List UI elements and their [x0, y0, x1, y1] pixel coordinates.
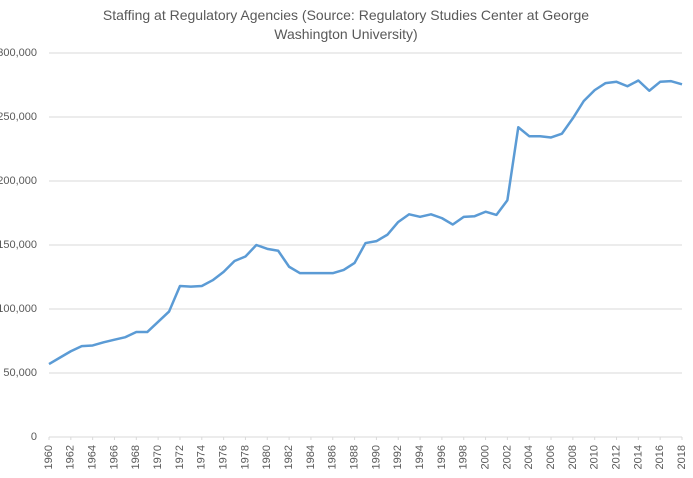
- y-tick-label: 100,000: [0, 303, 37, 315]
- x-tick-label: 2012: [610, 445, 622, 469]
- x-tick-label: 2018: [676, 445, 688, 469]
- x-tick-label: 2004: [523, 445, 535, 469]
- x-tick-label: 1962: [65, 445, 77, 469]
- y-tick-label: 150,000: [0, 239, 37, 251]
- x-tick-label: 1966: [108, 445, 120, 469]
- x-tick-label: 1978: [239, 445, 251, 469]
- y-tick-label: 50,000: [3, 367, 37, 379]
- x-tick-label: 1980: [261, 445, 273, 469]
- y-tick-label: 300,000: [0, 47, 37, 59]
- x-tick-label: 1984: [305, 445, 317, 469]
- x-tick-label: 1990: [370, 445, 382, 469]
- x-tick-label: 2016: [654, 445, 666, 469]
- x-tick-label: 1960: [43, 445, 55, 469]
- x-tick-label: 1988: [348, 445, 360, 469]
- x-tick-label: 2002: [501, 445, 513, 469]
- y-tick-label: 0: [31, 431, 37, 443]
- x-tick-label: 2010: [589, 445, 601, 469]
- x-tick-label: 2000: [479, 445, 491, 469]
- x-tick-label: 1968: [130, 445, 142, 469]
- x-tick-label: 1976: [218, 445, 230, 469]
- x-tick-label: 1972: [174, 445, 186, 469]
- x-tick-label: 2008: [567, 445, 579, 469]
- x-tick-label: 2014: [632, 445, 644, 469]
- x-tick-label: 1964: [87, 445, 99, 469]
- chart-title: Staffing at Regulatory Agencies (Source:…: [102, 7, 590, 42]
- x-tick-label: 1992: [392, 445, 404, 469]
- y-tick-label: 250,000: [0, 111, 37, 123]
- x-tick-label: 1970: [152, 445, 164, 469]
- data-line: [48, 79, 683, 366]
- x-tick-label: 1996: [436, 445, 448, 469]
- x-tick-label: 1982: [283, 445, 295, 469]
- x-tick-label: 1994: [414, 445, 426, 469]
- x-tick-label: 2006: [545, 445, 557, 469]
- x-tick-label: 1974: [196, 445, 208, 469]
- x-tick-label: 1998: [458, 445, 470, 469]
- x-tick-label: 1986: [327, 445, 339, 469]
- y-tick-label: 200,000: [0, 175, 37, 187]
